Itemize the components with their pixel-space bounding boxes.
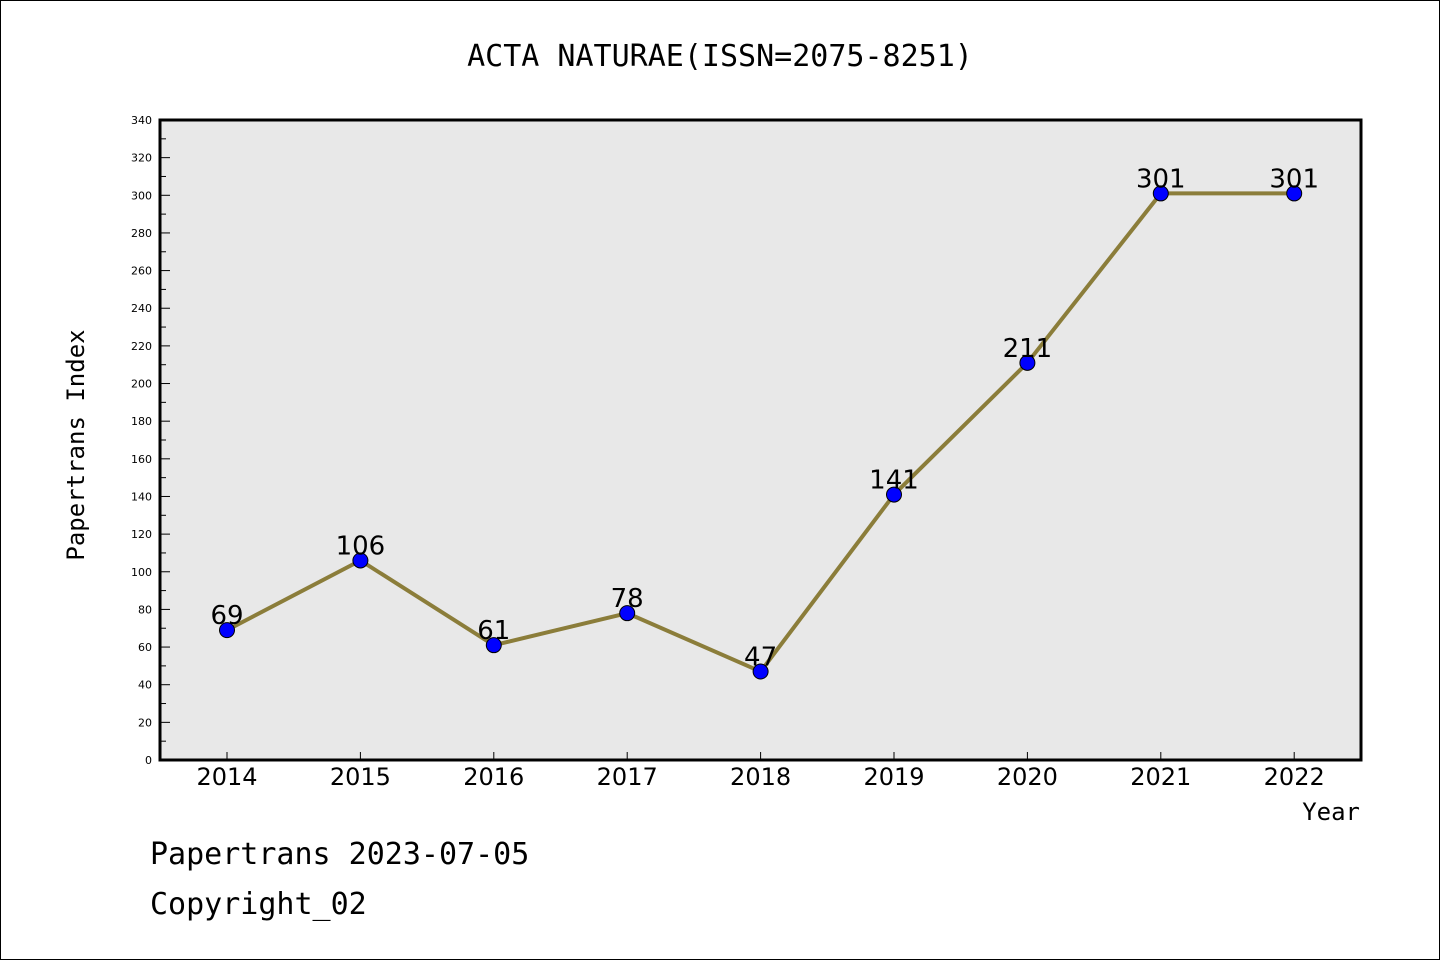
data-point — [1152, 185, 1169, 202]
x-tick-label: 2019 — [863, 763, 924, 791]
footer-date: Papertrans 2023-07-05 — [150, 837, 529, 872]
data-point — [219, 622, 235, 639]
plot-border — [158, 118, 1363, 762]
data-label: 61 — [477, 616, 510, 646]
x-axis-label: Year — [1302, 798, 1360, 826]
y-tick-label: 60 — [138, 641, 152, 654]
y-tick-label: 240 — [131, 302, 152, 315]
plot-area — [160, 120, 1361, 760]
y-tick-label: 260 — [131, 265, 152, 278]
data-point — [752, 663, 769, 680]
y-tick-label: 0 — [145, 754, 152, 767]
x-tick-label: 2022 — [1264, 763, 1325, 791]
y-tick-label: 340 — [131, 114, 152, 127]
y-tick-label: 20 — [138, 716, 152, 729]
y-tick-label: 120 — [131, 528, 152, 541]
x-tick-label: 2016 — [463, 763, 524, 791]
data-point — [1286, 185, 1303, 202]
y-tick-label: 160 — [131, 453, 152, 466]
x-axis: 2014 2015 2016 2017 2018 2019 2020 2021 2022 — [196, 752, 1325, 791]
chart-title: ACTA NATURAE(ISSN=2075-8251) — [467, 39, 973, 74]
x-tick-label: 2014 — [196, 763, 257, 791]
y-tick-label: 300 — [131, 189, 152, 202]
footer-copyright: Copyright_02 — [150, 887, 367, 922]
y-tick-label: 280 — [131, 227, 152, 240]
x-tick-label: 2017 — [597, 763, 658, 791]
data-point — [485, 637, 502, 654]
x-tick-label: 2021 — [1130, 763, 1191, 791]
data-point — [352, 552, 369, 569]
data-label: 69 — [210, 601, 243, 631]
y-tick-label: 180 — [131, 415, 152, 428]
data-label: 301 — [1136, 164, 1186, 194]
data-point — [1019, 354, 1036, 371]
y-axis-label: Papertrans Index — [62, 329, 90, 560]
y-tick-label: 320 — [131, 152, 152, 165]
data-label: 106 — [336, 531, 386, 561]
x-tick-label: 2020 — [997, 763, 1058, 791]
data-point — [886, 486, 902, 503]
y-tick-label: 40 — [138, 679, 152, 692]
y-tick-label: 80 — [138, 603, 152, 616]
series-layer — [219, 185, 1303, 680]
x-tick-label: 2018 — [730, 763, 791, 791]
y-axis: 0 20 40 60 80 100 120 140 160 180 200 220 240 260 280 3… — [131, 114, 170, 767]
data-point — [619, 605, 636, 622]
data-label: 141 — [869, 466, 919, 496]
y-tick-label: 220 — [131, 340, 152, 353]
y-tick-label: 200 — [131, 378, 152, 391]
data-label: 211 — [1003, 334, 1053, 364]
data-label-layer: 69 106 61 78 47 141 211 301 301 — [210, 164, 1319, 672]
x-tick-label: 2015 — [330, 763, 391, 791]
data-label: 78 — [611, 584, 644, 614]
data-label: 47 — [744, 643, 777, 673]
data-label: 301 — [1269, 164, 1319, 194]
y-tick-label: 100 — [131, 566, 152, 579]
y-tick-label: 140 — [131, 490, 152, 503]
